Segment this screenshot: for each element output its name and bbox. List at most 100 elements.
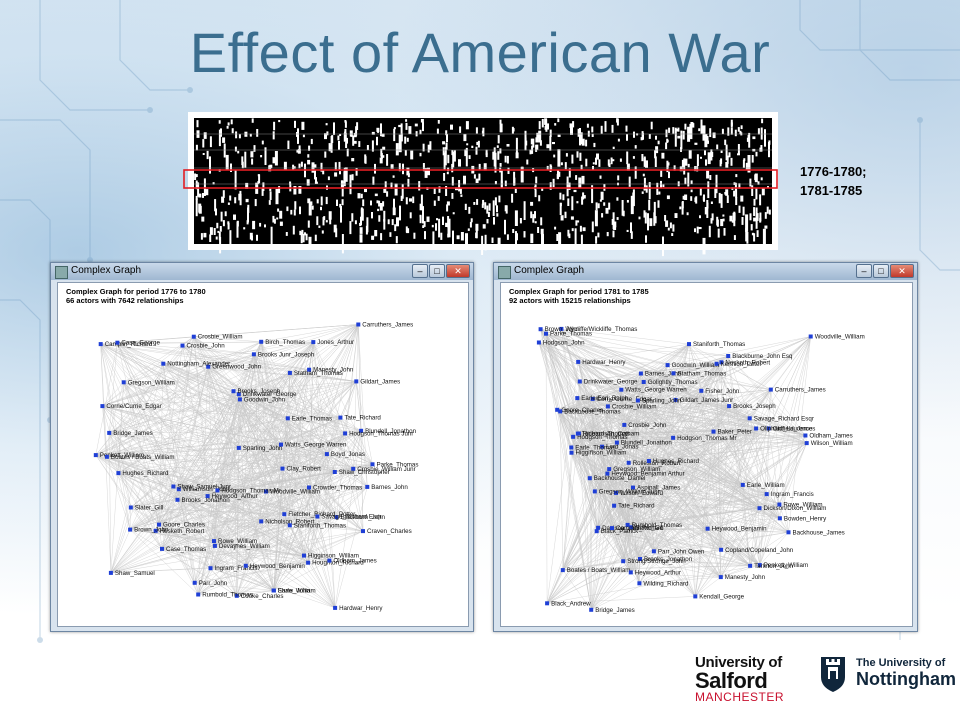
graph-node[interactable]: Drinkwater_George — [577, 379, 638, 386]
graph-node[interactable]: Shaw_Christopher — [332, 469, 390, 476]
graph-node[interactable]: Goore_Charles — [555, 407, 603, 414]
graph-node[interactable]: Oldham_James — [803, 433, 853, 440]
graph-node[interactable]: Brooks_Joseph — [231, 388, 281, 395]
graph-node[interactable]: Woodville_William — [264, 489, 320, 496]
graph-node[interactable]: Statham_Thomas — [671, 370, 727, 377]
graph-node[interactable]: Backhouse_Thomas — [558, 408, 621, 415]
graph-node[interactable]: Brooks Junr_Joseph — [251, 351, 315, 358]
graph-node[interactable]: Brown_John — [128, 527, 169, 534]
graph-node[interactable]: Crosbie_William Junr — [351, 466, 416, 473]
graph-node[interactable]: Lord_Jonas — [600, 444, 638, 451]
maximize-button[interactable]: □ — [429, 264, 445, 278]
graph-node[interactable]: Devaynes_William — [212, 543, 270, 550]
graph-node[interactable]: Earle_Thomas — [569, 445, 616, 452]
graph-node[interactable]: Oldham_James — [327, 558, 377, 565]
graph-node[interactable]: Goodwin_John — [237, 396, 286, 403]
graph-node[interactable]: Black_Andrew — [545, 600, 591, 607]
graph-node[interactable]: Statham_Thomas — [287, 370, 343, 377]
graph-node[interactable]: Birch_Thomas — [259, 339, 305, 346]
graph-node[interactable]: Backhouse_James — [786, 529, 845, 536]
graph-node[interactable]: Manesty_John — [718, 574, 766, 581]
graph-node[interactable]: Baker_Peter — [711, 429, 752, 436]
graph-node[interactable]: Heywood_Benjamin — [705, 526, 768, 533]
graph-node[interactable]: Hardwar_Henry — [576, 359, 626, 366]
graph-node[interactable]: Shaw_Samuel — [108, 570, 155, 577]
graph-node[interactable]: Davison_John — [596, 525, 642, 532]
graph-node[interactable]: Heywood_Arthur — [628, 569, 681, 576]
graph-node[interactable]: Shaw_John — [271, 588, 311, 595]
graph-node[interactable]: Boyd_Jonas — [324, 451, 365, 458]
graph-node[interactable]: Cooke_Charles — [234, 593, 284, 600]
graph-node[interactable]: Corrie/Currie_Edgar — [590, 396, 652, 403]
graph-node[interactable]: Nottingham_Alexander — [161, 361, 230, 368]
graph-node[interactable]: Crosbie_William — [605, 403, 657, 410]
graph-node[interactable]: Crowder_Thomas — [307, 485, 362, 492]
graph-node[interactable]: Brooks_Jonathon — [175, 497, 231, 504]
graph-node[interactable]: Carruthers_James — [356, 322, 413, 329]
graph-node[interactable]: Dickson/Dixon_William — [757, 505, 827, 512]
graph-node[interactable]: Savage_Richard Esqr — [747, 415, 814, 422]
graph-node[interactable]: Rolleston_Robert — [626, 460, 681, 467]
graph-node[interactable]: Craven_Charles — [361, 528, 412, 535]
maximize-button[interactable]: □ — [873, 264, 889, 278]
graph-node[interactable]: Hughes_Richard — [646, 458, 700, 465]
graph-node[interactable]: Greenwood_John — [206, 364, 262, 371]
graph-node[interactable]: Tate_Richard — [338, 415, 381, 422]
graph-node[interactable]: Hodgson_Thomas Mr — [215, 487, 281, 494]
graph-node[interactable]: Parke_Thomas — [370, 461, 419, 468]
graph-node[interactable]: Hodgson_Thomas Junr — [343, 430, 413, 437]
graph-node[interactable]: Higginson_William — [569, 450, 627, 457]
graph-node[interactable]: Staniforth_Thomas — [687, 341, 745, 348]
graph-node[interactable]: Earle/Earl_Ralph — [575, 395, 629, 402]
graph-node[interactable]: Staniforth_Thomas — [287, 522, 346, 529]
graph-node[interactable]: Hodgson_John — [536, 340, 585, 347]
graph-node[interactable]: Tarleton_Thomas — [575, 431, 630, 438]
graph-node[interactable]: Crosbie_John — [180, 343, 226, 350]
graph-node[interactable]: Brown_John — [538, 326, 580, 333]
graph-node[interactable]: Parr_John — [192, 580, 228, 587]
graph-node[interactable]: Blackburn_John — [334, 514, 386, 521]
graph-node[interactable]: Slater_Gill — [629, 524, 664, 531]
graph-node[interactable]: Gildart_James Junr — [673, 397, 734, 404]
graph-node[interactable]: Heywood_Arthur — [205, 493, 258, 500]
graph-node[interactable]: Williamson_John — [176, 486, 230, 493]
graph-node[interactable]: Strong/Stronge_John — [621, 558, 686, 565]
graph-node[interactable]: Tarleton_John — [748, 563, 794, 570]
graph-node[interactable]: Camplin_Richard — [610, 525, 664, 532]
graph-node[interactable]: Wycliffe/Wickliffe_Thomas — [559, 326, 637, 333]
graph-node[interactable]: Ingram_Francis — [764, 491, 814, 498]
graph-node[interactable]: Earle_Thomas — [285, 415, 332, 422]
graph-node[interactable]: Fletcher_Richard_Potter — [282, 511, 355, 518]
graph-node[interactable]: Hodgson_Thomas — [571, 434, 628, 441]
graph-node[interactable]: Houghton_Richard — [306, 560, 364, 567]
graph-node[interactable]: Nesketh_Robert — [719, 359, 770, 366]
graph-node[interactable]: Black_Patrick — [594, 528, 639, 535]
close-button[interactable]: ✕ — [890, 264, 914, 278]
graph-node[interactable]: Shaw_Samuel Junr — [171, 484, 231, 491]
graph-node[interactable]: Slater_Gill — [128, 505, 164, 512]
graph-node[interactable]: Kendall_George — [693, 593, 745, 600]
graph-node[interactable]: Gregson_William — [121, 379, 175, 386]
graph-node[interactable]: Blundell_Jonathon — [614, 440, 672, 447]
graph-node[interactable]: Bridge_James — [589, 607, 635, 614]
graph-node[interactable]: Goodwin_William — [665, 362, 720, 369]
graph-node[interactable]: Barnes_John — [365, 484, 408, 491]
graph-node[interactable]: Rumbold_Thomas — [196, 592, 253, 599]
graph-node[interactable]: Savage_Richard Esqr — [315, 514, 382, 521]
graph-node[interactable]: Rowe_William — [212, 538, 257, 545]
graph-node[interactable]: Penkett_William — [757, 562, 808, 569]
graph-node[interactable]: Woodville_William — [808, 334, 865, 341]
graph-node[interactable]: Golightly_Thomas — [641, 379, 698, 386]
minimize-button[interactable]: – — [856, 264, 872, 278]
graph-node[interactable]: Hodgson_Thomas Mr — [671, 435, 737, 442]
graph-node[interactable]: Kennion_Peter — [714, 361, 762, 368]
graph-node[interactable]: Aspinall_James — [631, 485, 680, 492]
graph-node[interactable]: Drinkwater_George — [236, 391, 297, 398]
graph-node[interactable]: Gildart_James — [354, 378, 400, 385]
graph-node[interactable]: Heywood_Benjamin — [243, 563, 306, 570]
graph-node[interactable]: Crosbie_William — [191, 334, 243, 341]
graph-node[interactable]: Goore_Charles — [157, 522, 205, 529]
graph-node[interactable]: Parr_John Owen — [651, 548, 705, 555]
graph-node[interactable]: Hughes_Richard — [116, 470, 169, 477]
graph-node[interactable]: Camplin_Richard — [98, 341, 153, 348]
